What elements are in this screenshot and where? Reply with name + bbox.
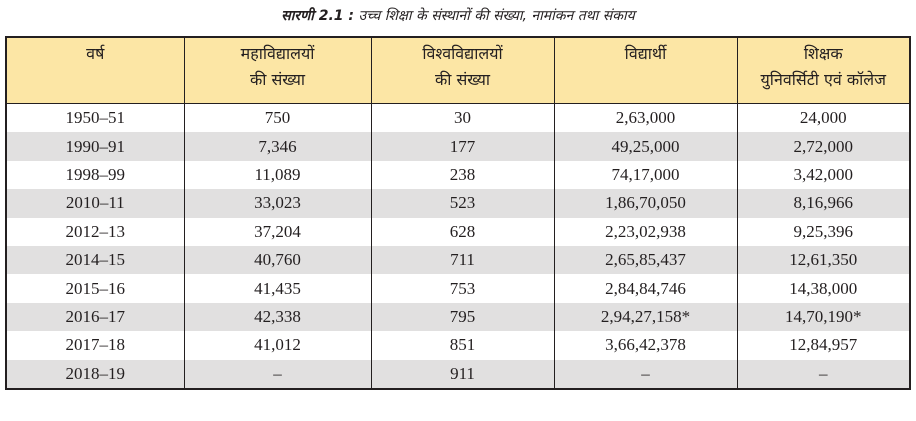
year-cell: 2014–15: [6, 245, 184, 275]
teachers-cell: 2,72,000: [736, 132, 910, 161]
table-caption: सारणी 2.1 : उच्च शिक्षा के संस्थानों की …: [0, 6, 916, 26]
colleges-cell: 750: [183, 103, 371, 133]
universities-cell: 911: [370, 359, 554, 389]
colleges-cell: 37,204: [183, 217, 371, 246]
teachers-cell: 14,38,000: [736, 274, 910, 303]
universities-cell: 851: [370, 331, 554, 360]
year-cell: 1990–91: [6, 132, 184, 161]
teachers-cell: 24,000: [736, 103, 910, 133]
header-colleges-line1: महाविद्यालयों: [240, 44, 315, 63]
year-cell: 2012–13: [65, 221, 126, 241]
header-colleges-line2: की संख्या: [249, 70, 306, 89]
header-students: विद्यार्थी: [553, 37, 737, 104]
teachers-cell: 3,42,000: [736, 160, 910, 190]
colleges-cell: 40,760: [183, 245, 371, 275]
year-cell: 1950–51: [65, 108, 126, 128]
students-cell: 74,17,000: [553, 160, 737, 190]
students-cell: 2,63,000: [553, 103, 737, 133]
year-cell: 2018–19: [6, 359, 184, 389]
universities-cell: 795: [370, 302, 554, 332]
header-universities-line2: की संख्या: [434, 70, 491, 89]
table-body: 1950–51 750 30 2,63,000 24,000 1990–91 7,346 17…: [6, 103, 910, 389]
caption-text: उच्च शिक्षा के संस्थानों की संख्या, नामा…: [358, 8, 635, 24]
caption-label: सारणी 2.1 :: [281, 8, 354, 24]
header-teachers: शिक्षक युनिवर्सिटी एवं कॉलेज: [736, 37, 910, 104]
table-row: 1990–91 7,346 177 49,25,000 2,72,000: [6, 132, 910, 161]
universities-cell: 238: [370, 160, 554, 190]
table-row: 2018–19–911– –: [6, 359, 910, 389]
year-cell: 2017–18: [65, 335, 126, 355]
header-colleges: महाविद्यालयों की संख्या: [183, 37, 371, 104]
teachers-cell: 8,16,966: [736, 189, 910, 218]
year-cell: 2016–17: [6, 302, 184, 332]
universities-cell: 177: [370, 132, 554, 161]
table-row: 2012–13 37,204 628 2,23,02,938 9,25,396: [6, 217, 910, 246]
year-cell: 2010–11: [6, 189, 184, 218]
universities-cell: 30: [370, 103, 554, 133]
header-universities-line1: विश्वविद्यालयों: [422, 44, 503, 63]
colleges-cell: 11,089: [183, 160, 371, 190]
table-row: 2017–18 41,012 851 3,66,42,378 12,84,957: [6, 331, 910, 360]
teachers-cell: –: [736, 359, 910, 389]
table-row: 2015–16 41,435 753 2,84,84,746 14,38,000: [6, 274, 910, 303]
colleges-cell: 33,023: [183, 189, 371, 218]
year-cell: 1998–99: [65, 164, 126, 184]
header-universities: विश्वविद्यालयों की संख्या: [370, 37, 554, 104]
table-row: 2010–11 33,023 523 1,86,70,050 8,16,966: [6, 189, 910, 218]
colleges-cell: 41,435: [183, 274, 371, 303]
header-year: वर्ष: [6, 37, 184, 104]
universities-cell: 523: [370, 189, 554, 218]
universities-cell: 628: [370, 217, 554, 246]
students-cell: 49,25,000: [553, 132, 737, 161]
teachers-cell: 12,84,957: [736, 331, 910, 360]
universities-cell: 753: [370, 274, 554, 303]
year-cell: 2015–16: [65, 278, 126, 298]
students-cell: 3,66,42,378: [553, 331, 737, 360]
table-header: वर्ष महाविद्यालयों की संख्या विश्वविद्या…: [6, 37, 910, 104]
colleges-cell: 41,012: [183, 331, 371, 360]
teachers-cell: 14,70,190*: [736, 302, 910, 332]
students-cell: 2,84,84,746: [553, 274, 737, 303]
table-row: 2016–17 42,338 795 2,94,27,158* 14,70,190*: [6, 302, 910, 332]
table-row: 1950–51 750 30 2,63,000 24,000: [6, 103, 910, 133]
universities-cell: 711: [370, 245, 554, 275]
students-cell: 2,65,85,437: [553, 245, 737, 275]
table-row: 2014–15 40,760 711 2,65,85,437 12,61,350: [6, 245, 910, 275]
students-cell: 2,94,27,158*: [553, 302, 737, 332]
teachers-cell: 12,61,350: [736, 245, 910, 275]
colleges-cell: 7,346: [183, 132, 371, 161]
header-teachers-line1: शिक्षक: [803, 44, 843, 63]
table-row: 1998–99 11,089 238 74,17,000 3,42,000: [6, 160, 910, 190]
header-year-label: वर्ष: [86, 44, 105, 63]
colleges-cell: –: [183, 359, 371, 389]
header-row: वर्ष महाविद्यालयों की संख्या विश्वविद्या…: [6, 37, 910, 104]
higher-education-table: वर्ष महाविद्यालयों की संख्या विश्वविद्या…: [5, 36, 911, 390]
students-cell: 1,86,70,050: [553, 189, 737, 218]
colleges-cell: 42,338: [183, 302, 371, 332]
teachers-cell: 9,25,396: [736, 217, 910, 246]
header-students-label: विद्यार्थी: [624, 44, 667, 63]
students-cell: 2,23,02,938: [553, 217, 737, 246]
header-teachers-line2: युनिवर्सिटी एवं कॉलेज: [760, 70, 886, 89]
students-cell: –: [553, 359, 737, 389]
